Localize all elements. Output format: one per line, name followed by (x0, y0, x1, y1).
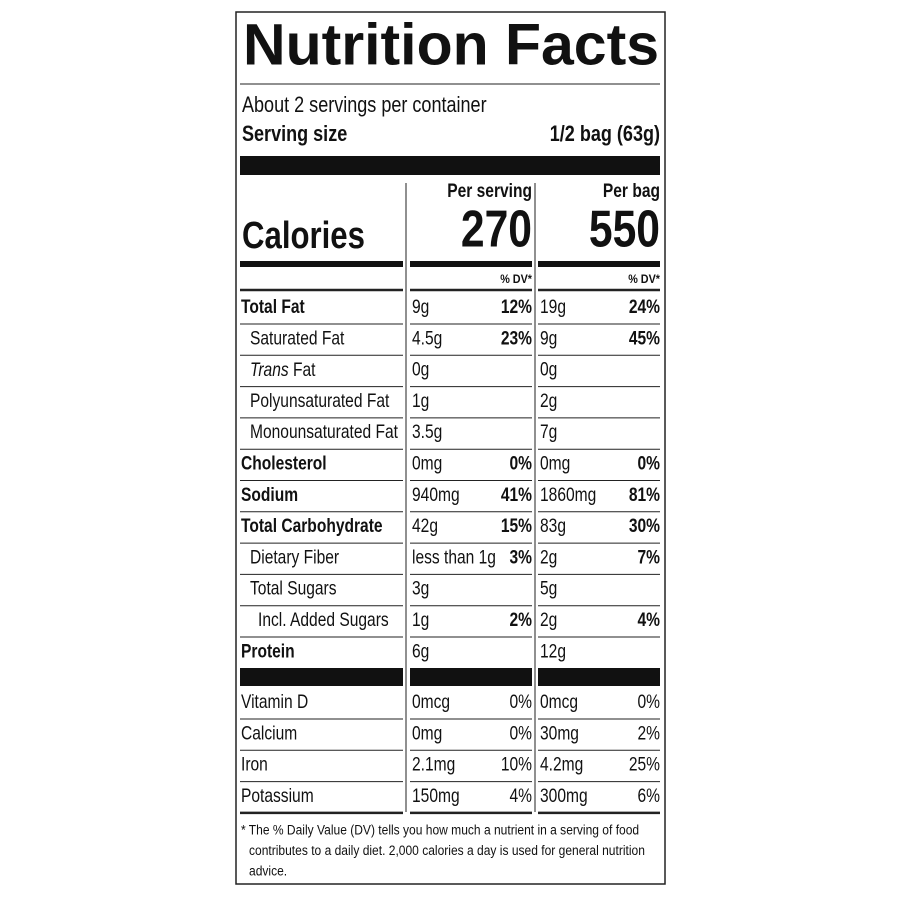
amount: 0mg (412, 722, 442, 744)
thick-bar (410, 261, 532, 267)
calories-value: 270 (461, 201, 532, 259)
title: Nutrition Facts (243, 12, 659, 77)
amount: 2.1mg (412, 753, 455, 775)
amount: 1g (412, 389, 429, 411)
daily-value: 45% (629, 327, 660, 349)
amount: 2g (540, 546, 557, 568)
footnote: advice. (249, 863, 287, 879)
daily-value: 3% (509, 546, 532, 568)
nutrient-name: Saturated Fat (250, 327, 344, 349)
amount: 1860mg (540, 483, 596, 505)
amount: 1g (412, 609, 429, 631)
thick-bar (240, 261, 403, 267)
amount: 9g (540, 327, 557, 349)
nutrient-name: Iron (241, 753, 268, 775)
daily-value: 15% (501, 515, 532, 537)
amount: 300mg (540, 784, 588, 806)
nutrient-name: Total Sugars (250, 577, 337, 599)
calories-value: 550 (589, 201, 660, 259)
amount: 5g (540, 577, 557, 599)
nutrient-name: Trans Fat (250, 358, 316, 380)
daily-value: 0% (637, 691, 660, 713)
amount: 0mg (412, 452, 442, 474)
serving-size-label: Serving size (242, 122, 347, 146)
daily-value: 10% (501, 753, 532, 775)
column-header: Per bag (603, 180, 660, 202)
serving-size: 1/2 bag (63g) (550, 122, 660, 146)
amount: 0mcg (540, 691, 578, 713)
daily-value: 7% (637, 546, 660, 568)
amount: 30mg (540, 722, 579, 744)
amount: 150mg (412, 784, 460, 806)
amount: 7g (540, 421, 557, 443)
amount: 6g (412, 640, 429, 662)
daily-value: 4% (509, 784, 532, 806)
nutrient-name: Total Fat (241, 296, 305, 318)
daily-value: 0% (509, 722, 532, 744)
amount: 0mcg (412, 691, 450, 713)
amount: 0mg (540, 452, 570, 474)
name-part: Trans (250, 358, 289, 380)
amount: 2g (540, 609, 557, 631)
amount: 42g (412, 515, 438, 537)
thick-bar (240, 668, 403, 686)
nutrient-name: Incl. Added Sugars (258, 609, 389, 631)
amount: 3.5g (412, 421, 442, 443)
name-part: Fat (289, 358, 316, 380)
daily-value: 81% (629, 483, 660, 505)
column-header: Per serving (447, 180, 532, 202)
nutrient-name: Sodium (241, 483, 298, 505)
nutrient-name: Vitamin D (241, 691, 308, 713)
nutrient-name: Protein (241, 640, 295, 662)
daily-value: 24% (629, 296, 660, 318)
dv-header: % DV* (500, 274, 532, 287)
thick-bar (538, 261, 660, 267)
daily-value: 41% (501, 483, 532, 505)
thick-bar (240, 156, 660, 175)
amount: 3g (412, 577, 429, 599)
footnote: * The % Daily Value (DV) tells you how m… (241, 822, 639, 838)
nutrient-name: Cholesterol (241, 452, 327, 474)
daily-value: 12% (501, 296, 532, 318)
nutrient-name: Total Carbohydrate (241, 515, 383, 537)
servings-per-container: About 2 servings per container (242, 93, 487, 117)
amount: 4.5g (412, 327, 442, 349)
daily-value: 23% (501, 327, 532, 349)
amount: 9g (412, 296, 429, 318)
daily-value: 2% (637, 722, 660, 744)
daily-value: 0% (637, 452, 660, 474)
daily-value: 30% (629, 515, 660, 537)
thick-bar (538, 668, 660, 686)
daily-value: 0% (509, 691, 532, 713)
nutrient-name: Monounsaturated Fat (250, 421, 398, 443)
daily-value: 4% (637, 609, 660, 631)
amount: 83g (540, 515, 566, 537)
amount: 19g (540, 296, 566, 318)
amount: 940mg (412, 483, 460, 505)
amount: 12g (540, 640, 566, 662)
nutrient-name: Calcium (241, 722, 297, 744)
dv-header: % DV* (628, 274, 660, 287)
nutrient-name: Polyunsaturated Fat (250, 389, 389, 411)
amount: less than 1g (412, 546, 496, 568)
nutrient-name: Dietary Fiber (250, 546, 339, 568)
calories-label: Calories (242, 215, 365, 257)
daily-value: 0% (509, 452, 532, 474)
daily-value: 25% (629, 753, 660, 775)
amount: 2g (540, 389, 557, 411)
daily-value: 2% (509, 609, 532, 631)
footnote: contributes to a daily diet. 2,000 calor… (249, 842, 645, 858)
amount: 0g (412, 358, 429, 380)
amount: 4.2mg (540, 753, 583, 775)
amount: 0g (540, 358, 557, 380)
thick-bar (410, 668, 532, 686)
daily-value: 6% (637, 784, 660, 806)
nutrient-name: Potassium (241, 784, 314, 806)
